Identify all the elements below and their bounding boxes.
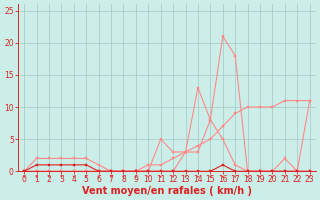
X-axis label: Vent moyen/en rafales ( km/h ): Vent moyen/en rafales ( km/h )	[82, 186, 252, 196]
